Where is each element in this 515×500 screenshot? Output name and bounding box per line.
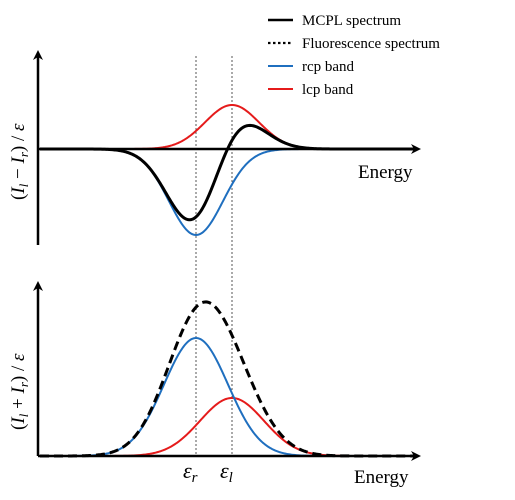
bottom-rcp-band	[40, 336, 415, 457]
legend-label-rcp: rcp band	[302, 59, 355, 75]
top-x-label: Energy	[358, 162, 413, 183]
bottom-lcp-band	[40, 396, 415, 457]
bottom-x-label: Energy	[354, 467, 409, 488]
bottom-panel: Energy (Il + Ir) / ε εr εl	[8, 281, 421, 488]
legend-label-lcp: lcp band	[302, 82, 354, 98]
legend: MCPL spectrum Fluorescence spectrum rcp …	[268, 13, 440, 98]
top-panel: Energy (Il − Ir) / ε	[8, 50, 421, 245]
legend-label-mcpl: MCPL spectrum	[302, 13, 401, 29]
top-lcp-band	[40, 103, 415, 150]
bottom-y-label: (Il + Ir) / ε	[8, 353, 31, 430]
epsilon-l-marker: εl	[220, 458, 233, 486]
bottom-fluorescence-spectrum	[40, 300, 415, 458]
legend-label-fluorescence: Fluorescence spectrum	[302, 36, 440, 52]
epsilon-r-marker: εr	[183, 458, 198, 486]
top-y-label: (Il − Ir) / ε	[8, 123, 31, 200]
